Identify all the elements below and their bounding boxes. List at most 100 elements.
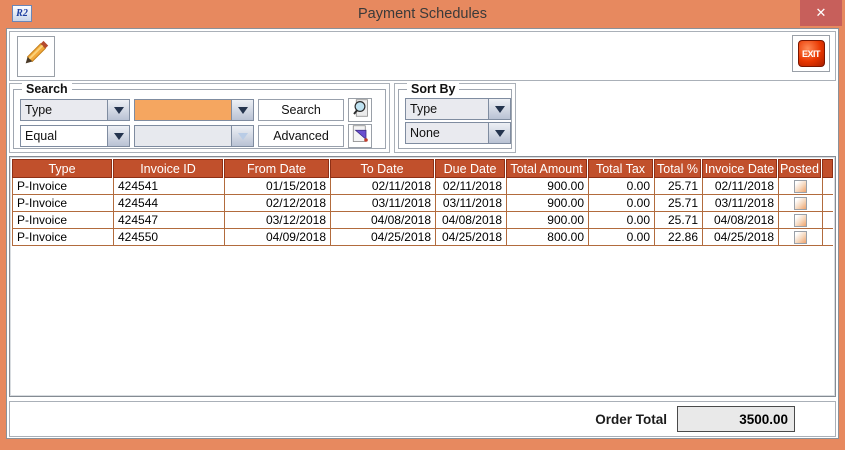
column-header-from-date[interactable]: From Date bbox=[224, 159, 329, 178]
cell-total-amount: 900.00 bbox=[507, 195, 588, 211]
search-button[interactable]: Search bbox=[258, 99, 344, 121]
search-value-combo[interactable] bbox=[134, 99, 254, 121]
schedule-table: Type Invoice ID From Date To Date Due Da… bbox=[9, 156, 836, 397]
search-operator-value: Equal bbox=[21, 126, 107, 146]
cell-invoice-date: 04/25/2018 bbox=[703, 229, 778, 245]
cell-posted bbox=[779, 229, 822, 245]
cell-to-date: 04/25/2018 bbox=[331, 229, 435, 245]
cell-total-pct: 25.71 bbox=[655, 178, 702, 194]
cell-total-pct: 22.86 bbox=[655, 229, 702, 245]
table-row[interactable]: P-Invoice 424547 03/12/2018 04/08/2018 0… bbox=[12, 212, 833, 229]
client-area: EXIT Search Type Se bbox=[6, 28, 839, 439]
order-total-label: Order Total bbox=[595, 411, 667, 427]
cell-posted bbox=[779, 195, 822, 211]
exit-button[interactable]: EXIT bbox=[792, 35, 830, 72]
sort-primary-combo[interactable]: Type bbox=[405, 98, 511, 120]
cell-invoice-id: 424544 bbox=[114, 195, 224, 211]
edit-button[interactable] bbox=[17, 36, 55, 77]
table-row[interactable]: P-Invoice 424550 04/09/2018 04/25/2018 0… bbox=[12, 229, 833, 246]
cell-type: P-Invoice bbox=[13, 195, 113, 211]
search-groupbox: Search Type Search bbox=[13, 82, 386, 149]
column-header-total-amount[interactable]: Total Amount bbox=[506, 159, 587, 178]
search-field-combo[interactable]: Type bbox=[20, 99, 130, 121]
cell-filler bbox=[823, 212, 833, 228]
column-header-total-pct[interactable]: Total % bbox=[654, 159, 701, 178]
cell-due-date: 04/25/2018 bbox=[436, 229, 506, 245]
cell-total-tax: 0.00 bbox=[589, 195, 654, 211]
column-header-filler bbox=[822, 159, 833, 178]
cell-from-date: 02/12/2018 bbox=[225, 195, 330, 211]
cell-total-amount: 900.00 bbox=[507, 212, 588, 228]
cell-to-date: 04/08/2018 bbox=[331, 212, 435, 228]
posted-checkbox[interactable] bbox=[794, 196, 807, 210]
cell-from-date: 04/09/2018 bbox=[225, 229, 330, 245]
chevron-down-icon[interactable] bbox=[107, 100, 129, 120]
footer-panel: Order Total 3500.00 bbox=[9, 401, 836, 437]
cell-total-amount: 800.00 bbox=[507, 229, 588, 245]
exit-icon: EXIT bbox=[797, 40, 825, 67]
cell-type: P-Invoice bbox=[13, 229, 113, 245]
search-operator-value-input bbox=[135, 126, 231, 146]
cell-total-amount: 900.00 bbox=[507, 178, 588, 194]
chevron-down-icon bbox=[231, 126, 253, 146]
cell-due-date: 02/11/2018 bbox=[436, 178, 506, 194]
close-icon: ✕ bbox=[815, 5, 827, 20]
search-legend: Search bbox=[22, 82, 72, 96]
cell-total-tax: 0.00 bbox=[589, 229, 654, 245]
column-header-total-tax[interactable]: Total Tax bbox=[588, 159, 653, 178]
search-field-value: Type bbox=[25, 103, 53, 117]
search-operator-value-combo bbox=[134, 125, 254, 147]
cell-to-date: 02/11/2018 bbox=[331, 178, 435, 194]
posted-checkbox[interactable] bbox=[794, 213, 807, 227]
column-header-type[interactable]: Type bbox=[12, 159, 112, 178]
cell-due-date: 03/11/2018 bbox=[436, 195, 506, 211]
find-button[interactable] bbox=[348, 98, 372, 122]
order-total-value: 3500.00 bbox=[677, 406, 795, 432]
sort-legend: Sort By bbox=[407, 82, 460, 96]
table-row[interactable]: P-Invoice 424541 01/15/2018 02/11/2018 0… bbox=[12, 178, 833, 195]
chevron-down-icon[interactable] bbox=[488, 99, 510, 119]
posted-checkbox[interactable] bbox=[794, 230, 807, 244]
pencil-icon bbox=[21, 38, 51, 75]
title-bar: R2 Payment Schedules ✕ bbox=[0, 0, 845, 28]
table-row[interactable]: P-Invoice 424544 02/12/2018 03/11/2018 0… bbox=[12, 195, 833, 212]
window-title: Payment Schedules bbox=[358, 6, 487, 22]
cell-from-date: 03/12/2018 bbox=[225, 212, 330, 228]
sort-panel: Sort By Type None bbox=[394, 82, 516, 153]
posted-checkbox[interactable] bbox=[794, 179, 807, 193]
cell-total-tax: 0.00 bbox=[589, 178, 654, 194]
cell-invoice-date: 02/11/2018 bbox=[703, 178, 778, 194]
advanced-button[interactable]: Advanced bbox=[258, 125, 344, 147]
cell-to-date: 03/11/2018 bbox=[331, 195, 435, 211]
sort-secondary-value: None bbox=[410, 126, 440, 140]
sort-secondary-combo[interactable]: None bbox=[405, 122, 511, 144]
search-panel: Search Type Search bbox=[9, 82, 390, 153]
column-header-due-date[interactable]: Due Date bbox=[435, 159, 505, 178]
cell-invoice-date: 03/11/2018 bbox=[703, 195, 778, 211]
table-header-row: Type Invoice ID From Date To Date Due Da… bbox=[12, 159, 833, 178]
column-header-to-date[interactable]: To Date bbox=[330, 159, 434, 178]
column-header-invoice-date[interactable]: Invoice Date bbox=[702, 159, 777, 178]
cell-invoice-id: 424550 bbox=[114, 229, 224, 245]
close-button[interactable]: ✕ bbox=[800, 0, 842, 26]
cell-filler bbox=[823, 229, 833, 245]
chevron-down-icon[interactable] bbox=[107, 126, 129, 146]
sort-primary-value: Type bbox=[410, 102, 438, 116]
cell-total-pct: 25.71 bbox=[655, 195, 702, 211]
cell-total-pct: 25.71 bbox=[655, 212, 702, 228]
advanced-find-button[interactable] bbox=[348, 124, 372, 148]
magnifier-document-icon bbox=[351, 98, 369, 123]
sort-groupbox: Sort By Type None bbox=[398, 82, 512, 149]
chevron-down-icon[interactable] bbox=[231, 100, 253, 120]
cell-invoice-id: 424547 bbox=[114, 212, 224, 228]
search-operator-combo[interactable]: Equal bbox=[20, 125, 130, 147]
column-header-invoice-id[interactable]: Invoice ID bbox=[113, 159, 223, 178]
column-header-posted[interactable]: Posted bbox=[778, 159, 821, 178]
cell-total-tax: 0.00 bbox=[589, 212, 654, 228]
cell-invoice-id: 424541 bbox=[114, 178, 224, 194]
search-value-input[interactable] bbox=[135, 100, 231, 120]
cell-due-date: 04/08/2018 bbox=[436, 212, 506, 228]
chevron-down-icon[interactable] bbox=[488, 123, 510, 143]
advanced-filter-icon bbox=[351, 124, 369, 149]
r2-app-icon: R2 bbox=[12, 5, 32, 22]
